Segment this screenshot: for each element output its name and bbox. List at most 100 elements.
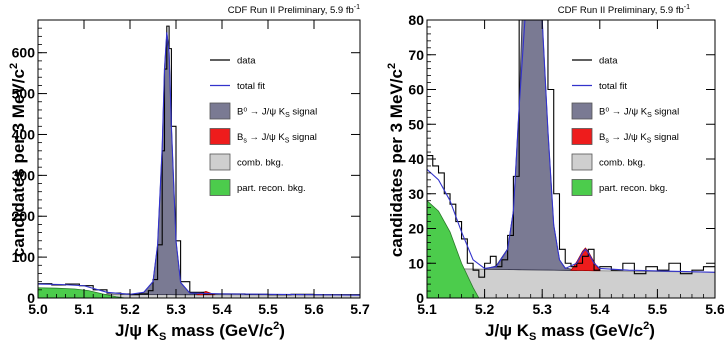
legend-entry-label: data [237, 56, 256, 67]
x-tick-label: 5.2 [120, 301, 140, 317]
y-tick-label: 0 [416, 290, 424, 306]
legend-entry-label: data [599, 56, 618, 67]
legend-label-sub: S [285, 112, 290, 119]
plot-area [38, 25, 360, 298]
legend-entry-label: Bs → J/ψ KS signal [599, 132, 679, 145]
x-tick-label: 5.6 [705, 301, 724, 317]
y-axis-title-text: candidates per 3 MeV/c [9, 69, 28, 257]
legend-swatch-box [209, 179, 231, 196]
legend-label-sub: S [647, 112, 652, 119]
y-axis-title-sup: 2 [8, 63, 20, 69]
legend-label-sub2: S [285, 138, 290, 145]
legend-label: total fit [599, 81, 627, 92]
x-tick-label: 5.4 [590, 301, 610, 317]
x-axis-title-sub: S [159, 331, 166, 343]
legend-label: comb. bkg. [237, 158, 283, 169]
legend-entry-label: total fit [237, 81, 265, 92]
legend-entry-label: total fit [599, 81, 627, 92]
x-tick-label: 5.3 [166, 301, 186, 317]
legend-swatch-box [571, 153, 593, 171]
legend-entry-label: B⁰ → J/ψ KS signal [599, 107, 679, 120]
legend-entry-label: comb. bkg. [599, 158, 645, 169]
legend-label-tail: → J/ψ K [247, 132, 286, 143]
bs-signal-area [570, 247, 601, 272]
x-tick-label: 5.4 [212, 301, 232, 317]
legend-label: B [599, 132, 605, 143]
legend-label: total fit [237, 81, 265, 92]
legend-swatch-box [209, 153, 231, 171]
run-label: CDF Run II Preliminary, 5.9 fb-1 [228, 4, 360, 16]
part-recon-bkg-area [427, 200, 480, 298]
legend-label-sub2: S [647, 138, 652, 145]
x-axis-title-sup: 2 [643, 320, 649, 332]
legend-swatch-box [209, 102, 231, 120]
legend-entry-label: part. recon. bkg. [599, 183, 668, 194]
legend-entry-label: comb. bkg. [237, 158, 283, 169]
x-tick-label: 5.2 [475, 301, 495, 317]
y-tick-label: 40 [408, 151, 424, 167]
x-tick-label: 5.5 [258, 301, 278, 317]
y-tick-label: 60 [408, 82, 424, 98]
legend-entry-label: part. recon. bkg. [237, 183, 306, 194]
total-fit-line [427, 20, 715, 273]
legend-entry-label: Bs → J/ψ KS signal [237, 132, 317, 145]
x-axis-title-rest: mass (GeV/c [536, 321, 643, 340]
legend-swatch-box [571, 102, 593, 120]
plot-frame [37, 19, 361, 299]
y-tick-label: 50 [408, 116, 424, 132]
y-axis-title: candidates per 3 MeV/c2 [8, 63, 28, 257]
x-tick-label: 5.5 [648, 301, 668, 317]
legend-entry-label: B⁰ → J/ψ KS signal [237, 107, 317, 120]
b0-signal-area [129, 32, 204, 296]
legend-swatch-box [571, 128, 593, 145]
legend-label-sub: s [243, 138, 247, 145]
legend-label-tail: → J/ψ K [609, 132, 648, 143]
plot-frame [426, 19, 716, 299]
y-tick-label: 70 [408, 47, 424, 63]
run-label-sup: -1 [684, 4, 690, 11]
y-tick-label: 300 [12, 167, 36, 183]
x-tick-label: 5.3 [532, 301, 552, 317]
x-tick-label: 5.7 [350, 301, 370, 317]
x-tick-label: 5.0 [28, 301, 48, 317]
run-label-sup: -1 [354, 4, 360, 11]
y-tick-label: 10 [408, 255, 424, 271]
run-label-text: CDF Run II Preliminary, 5.9 fb [558, 5, 684, 16]
legend-label: data [237, 56, 256, 67]
y-tick-label: 200 [12, 208, 36, 224]
y-axis-title-sup: 2 [386, 63, 398, 69]
legend-label-tail: signal [290, 107, 317, 118]
data-histogram [38, 25, 360, 296]
legend-label: comb. bkg. [599, 158, 645, 169]
x-axis-title-rest: mass (GeV/c [166, 321, 273, 340]
y-tick-label: 30 [408, 186, 424, 202]
legend-label: B [237, 132, 243, 143]
x-axis-title-main: J/ψ K [115, 321, 160, 340]
comb-bkg-area [427, 268, 715, 298]
x-tick-label: 5.1 [417, 301, 437, 317]
x-tick-label: 5.1 [74, 301, 94, 317]
legend-swatch-box [571, 179, 593, 196]
y-axis-title: candidates per 3 MeV/c2 [386, 63, 406, 257]
y-tick-label: 100 [12, 249, 36, 265]
x-axis-title-sub: S [529, 331, 536, 343]
x-axis-title: J/ψ KS mass (GeV/c2) [485, 320, 655, 343]
data-histogram [427, 20, 715, 278]
legend-label: B⁰ → J/ψ K [599, 107, 648, 118]
chart-panel-2: 5.1 5.2 5.3 5.4 5.5 5.6 0 10 20 30 40 50 60 70 80 CDF R… [386, 4, 724, 343]
legend-label-tail2: signal [289, 132, 316, 143]
x-axis-title-end: ) [279, 321, 285, 340]
y-tick-label: 600 [12, 45, 36, 61]
plot-area [427, 20, 715, 298]
run-label-text: CDF Run II Preliminary, 5.9 fb [228, 5, 354, 16]
legend-label: B⁰ → J/ψ K [237, 107, 286, 118]
legend-label-tail: signal [652, 107, 679, 118]
chart-panel-1: 5.0 5.1 5.2 5.3 5.4 5.5 5.6 5.7 0 100 200 300 400 500… [8, 4, 370, 343]
total-fit-line [38, 32, 360, 296]
legend-label-tail2: signal [651, 132, 678, 143]
legend-label: data [599, 56, 618, 67]
x-axis-title-sup: 2 [273, 320, 279, 332]
x-tick-label: 5.6 [304, 301, 324, 317]
b0-signal-area [484, 20, 577, 271]
